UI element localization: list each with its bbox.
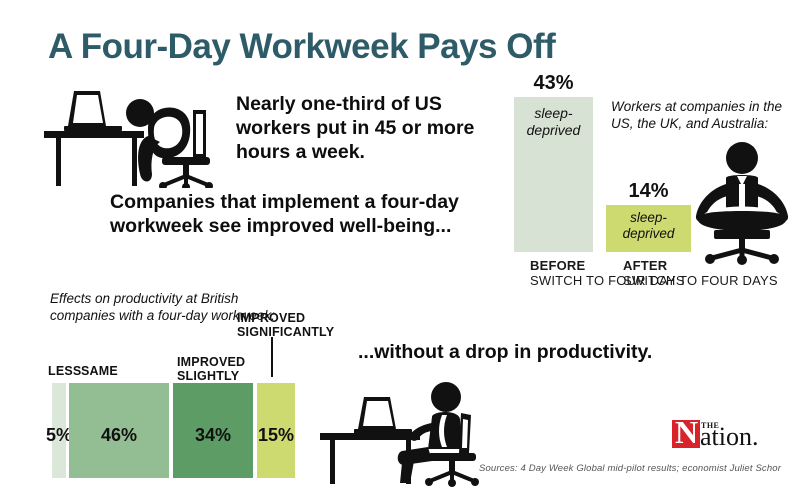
segment-same: 46% <box>69 383 169 478</box>
logo-ation-word: ation. <box>700 422 759 451</box>
segment-less-value: 5% <box>46 425 73 445</box>
bar-after-inner-label: sleep-deprived <box>622 210 675 241</box>
segment-label-improved-slightly: IMPROVED SLIGHTLY <box>177 355 246 383</box>
segment-improved-significantly-value: 15% <box>257 425 295 445</box>
after-percent-label: 14% <box>628 180 669 202</box>
before-percent-label: 43% <box>533 72 574 94</box>
bar-after-switch: sleep-deprived <box>606 205 691 252</box>
productivity-caption: Effects on productivity at British compa… <box>50 291 275 324</box>
the-nation-logo: N THE ation. <box>672 414 772 452</box>
tired-worker-at-desk-icon <box>36 78 226 193</box>
logo-red-square <box>672 420 700 448</box>
bar-before-switch: sleep-deprived <box>514 97 593 252</box>
bar-before-axis-bold: BEFORE <box>530 258 586 273</box>
sources-line: Sources: 4 Day Week Global mid-pilot res… <box>479 463 782 474</box>
segment-label-same: SAME <box>81 364 118 378</box>
upright-worker-at-desk-icon <box>316 375 486 492</box>
page-title: A Four-Day Workweek Pays Off <box>48 27 556 66</box>
bar-after-axis-label: AFTER SWITCH TO FOUR DAYS <box>623 258 778 289</box>
segment-improved-slightly-value: 34% <box>194 425 232 445</box>
bar-after-axis-rest: SWITCH TO FOUR DAYS <box>623 273 778 289</box>
sleep-panel-caption: Workers at companies in the US, the UK, … <box>611 99 783 132</box>
segment-less: 5% <box>46 383 72 478</box>
bar-after-axis-bold: AFTER <box>623 258 668 273</box>
logo-n-letter: N <box>675 414 699 450</box>
segment-label-less: LESS <box>48 364 82 378</box>
bar-before-axis-rest: SWITCH TO FOUR DAYS <box>530 273 685 289</box>
lead-text-hours: Nearly one-third of US workers put in 45… <box>236 93 475 163</box>
segment-improved-slightly: 34% <box>173 383 253 478</box>
segment-label-improved-significantly: IMPROVED SIGNIFICANTLY <box>237 311 335 339</box>
bar-before-inner-label: sleep-deprived <box>526 105 581 138</box>
lead-text-wellbeing: Companies that implement a four-day work… <box>110 191 459 237</box>
meditating-worker-on-chair-icon <box>690 140 795 270</box>
segment-improved-significantly: 15% <box>257 383 295 478</box>
segment-same-value: 46% <box>100 425 138 445</box>
lead-text-productivity: ...without a drop in productivity. <box>358 341 653 363</box>
bar-before-axis-label: BEFORE SWITCH TO FOUR DAYS <box>530 258 685 289</box>
logo-the-word: THE <box>701 421 720 430</box>
leader-line <box>271 337 273 377</box>
